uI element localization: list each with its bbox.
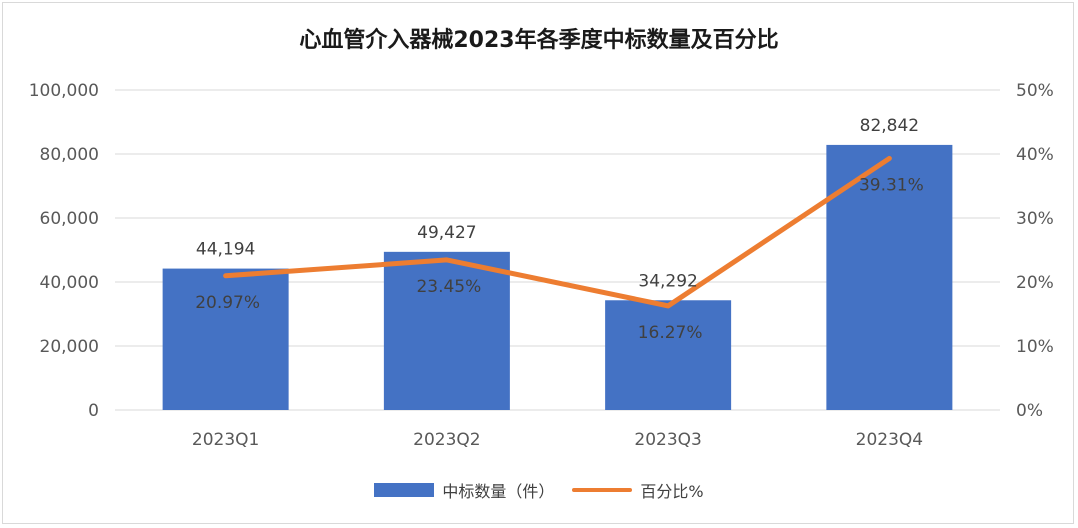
series-line	[223, 155, 892, 309]
legend-item-line: 百分比%	[572, 478, 704, 502]
legend-swatch-bar	[374, 483, 435, 497]
y-tick-label: 0	[88, 401, 99, 421]
x-tick-label: 2023Q1	[192, 430, 259, 450]
y-tick-label: 60,000	[40, 209, 99, 229]
legend-swatch-line	[572, 488, 633, 492]
y-tick-label: 40,000	[40, 273, 99, 293]
bar-data-label: 82,842	[860, 116, 919, 136]
line-data-label: 16.27%	[638, 323, 703, 343]
y-tick-label: 80,000	[40, 145, 99, 165]
bar-data-label: 49,427	[417, 223, 476, 243]
line-data-label: 23.45%	[416, 277, 481, 297]
y2-tick-label: 0%	[1016, 401, 1043, 421]
x-tick-label: 2023Q4	[856, 430, 923, 450]
bar	[383, 251, 510, 410]
y2-tick-label: 10%	[1016, 337, 1054, 357]
line-data-label: 39.31%	[859, 175, 924, 195]
bar	[162, 268, 289, 410]
bar-data-label: 44,194	[196, 240, 255, 260]
y2-tick-label: 50%	[1016, 81, 1054, 101]
x-tick-label: 2023Q2	[413, 430, 480, 450]
legend-item-bar: 中标数量（件）	[374, 478, 554, 502]
chart-legend: 中标数量（件） 百分比%	[0, 478, 1078, 502]
x-tick-label: 2023Q3	[634, 430, 701, 450]
bar	[605, 300, 732, 410]
y2-tick-label: 40%	[1016, 145, 1054, 165]
line-data-label: 20.97%	[195, 293, 260, 313]
y2-tick-label: 30%	[1016, 209, 1054, 229]
bar-data-label: 34,292	[638, 271, 697, 291]
chart-title: 心血管介入器械2023年各季度中标数量及百分比	[299, 28, 779, 53]
legend-label-line: 百分比%	[640, 482, 704, 501]
y2-tick-label: 20%	[1016, 273, 1054, 293]
y-tick-label: 20,000	[40, 337, 99, 357]
legend-label-bar: 中标数量（件）	[442, 482, 555, 501]
y-tick-label: 100,000	[29, 81, 99, 101]
